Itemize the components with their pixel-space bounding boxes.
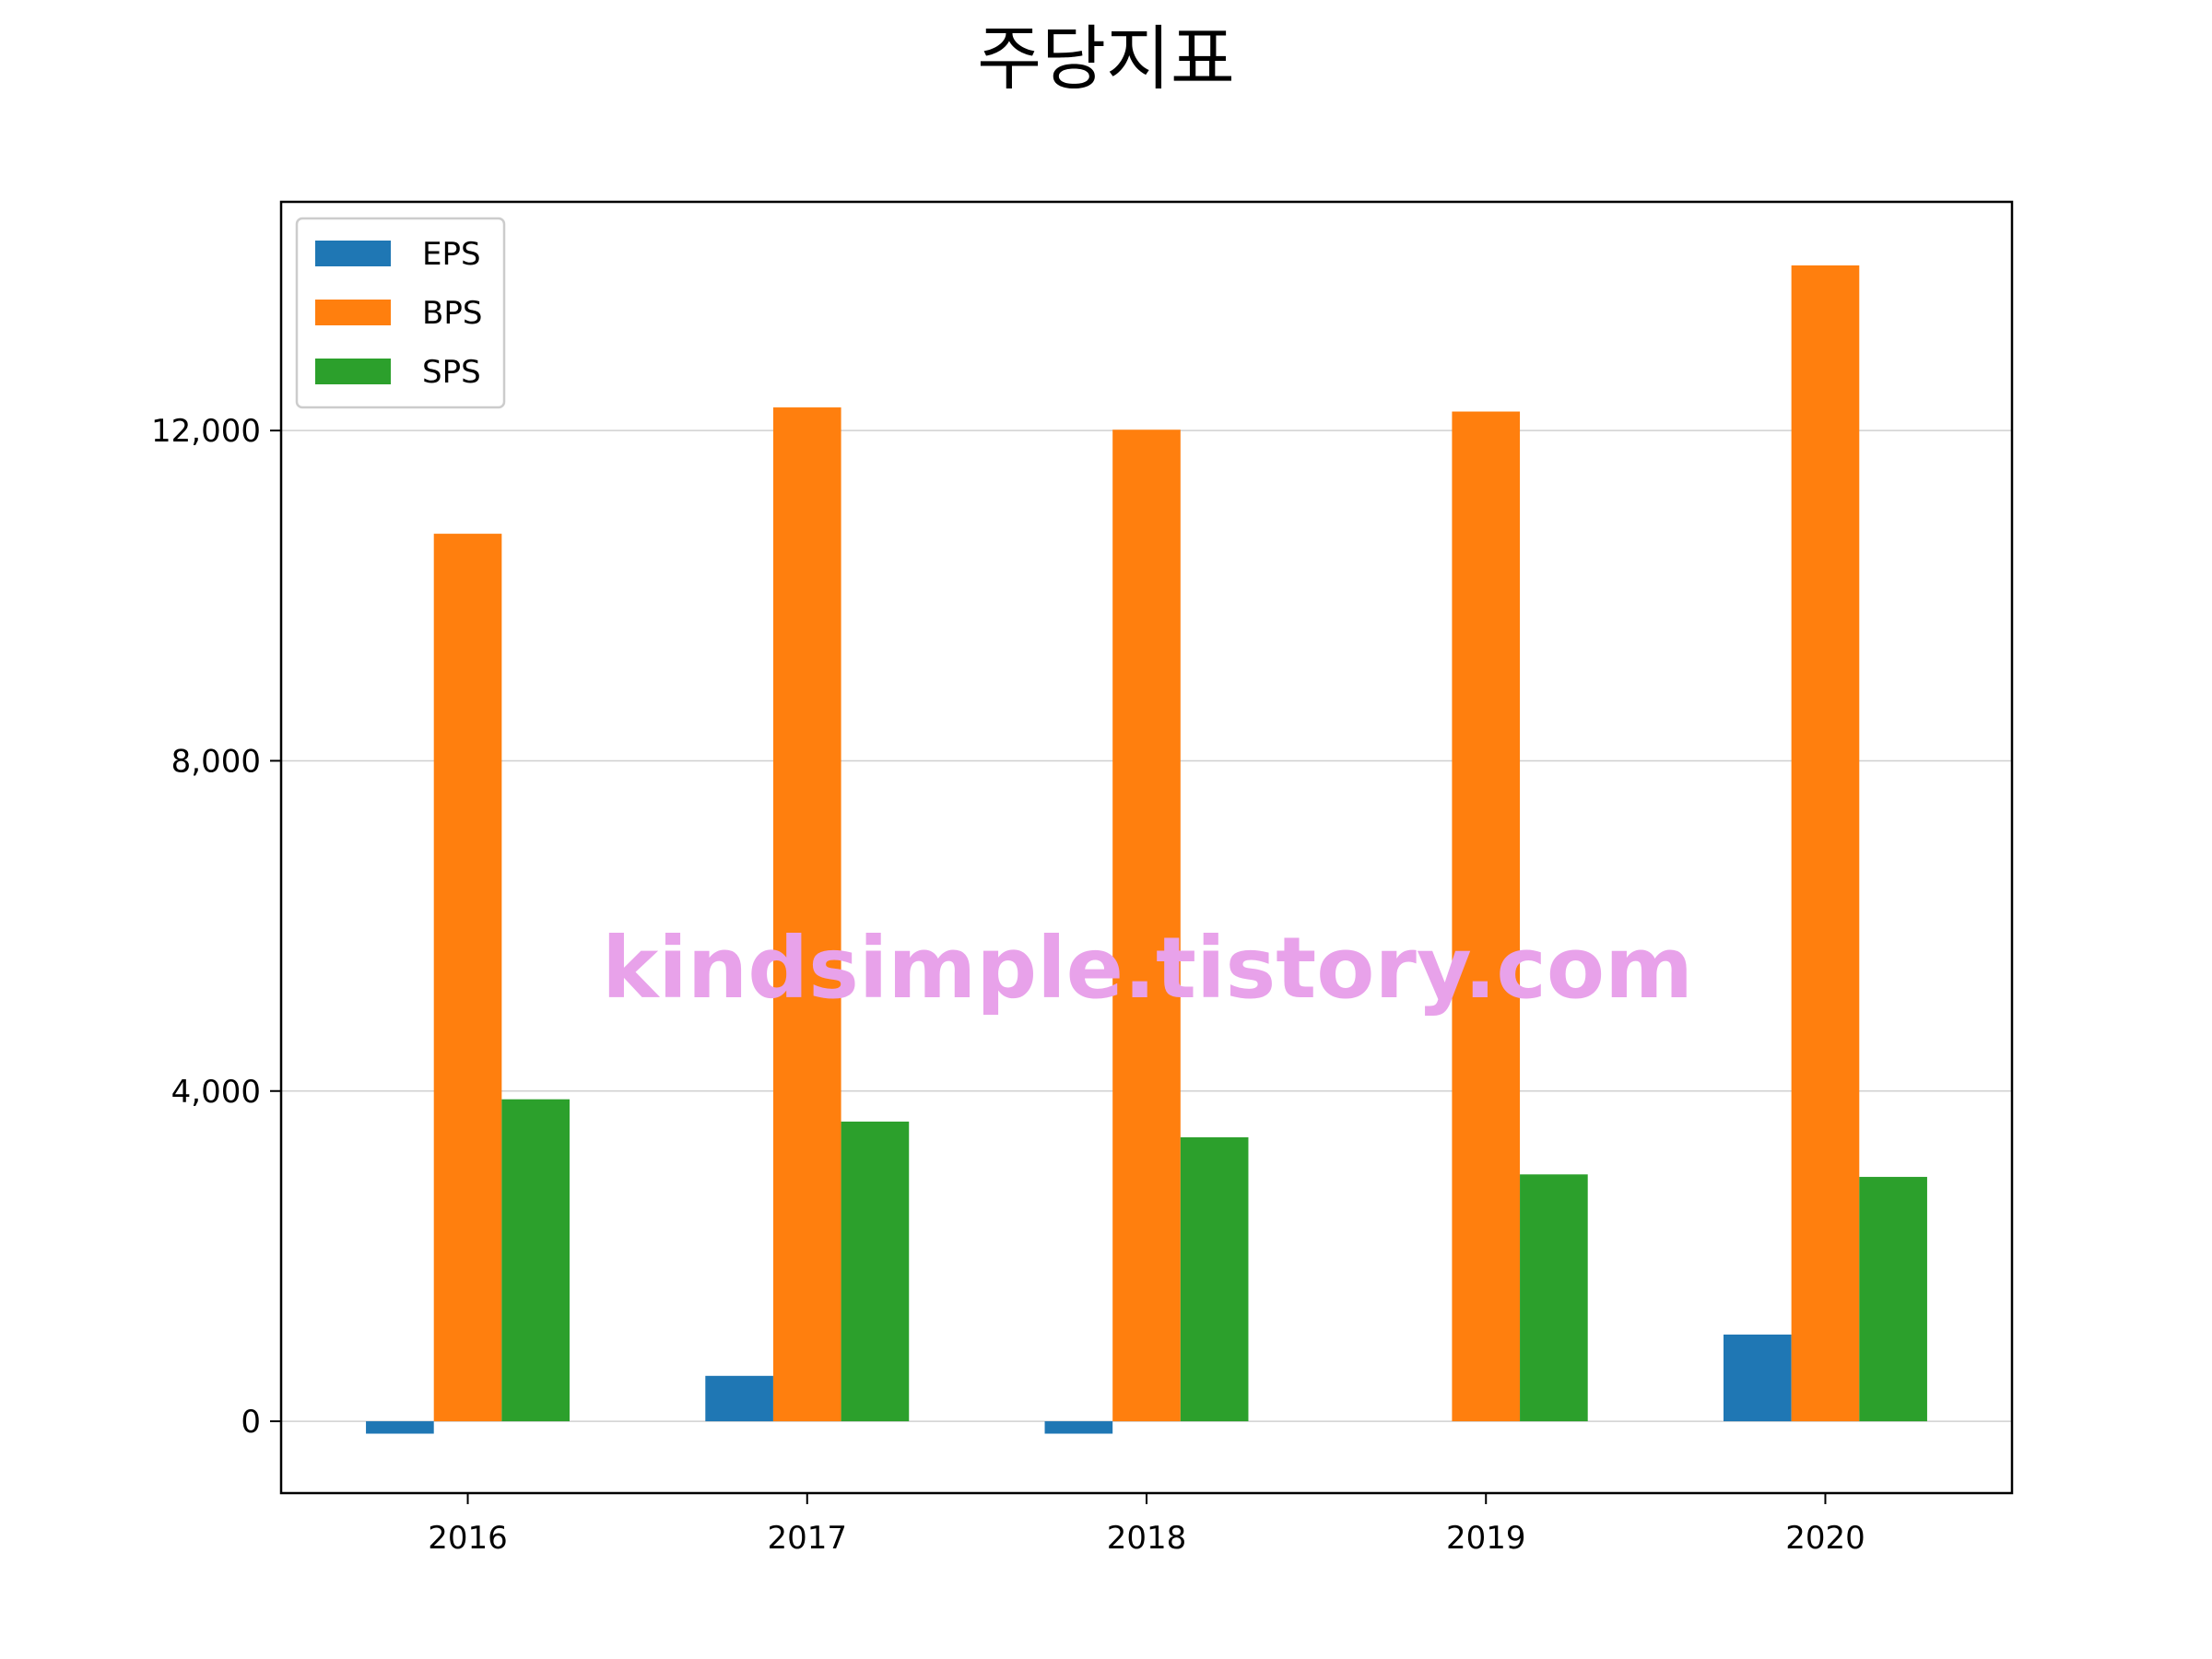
bar-bps-2018 <box>1112 429 1181 1422</box>
x-tick-label: 2020 <box>1785 1520 1865 1557</box>
bar-sps-2019 <box>1520 1174 1588 1422</box>
bar-eps-2016 <box>366 1421 434 1434</box>
bar-sps-2017 <box>841 1121 910 1422</box>
bar-eps-2017 <box>705 1375 773 1422</box>
bar-bps-2017 <box>772 407 841 1422</box>
legend-swatch-sps <box>315 359 391 384</box>
y-tick-label: 0 <box>241 1404 261 1441</box>
legend-label-bps: BPS <box>422 295 482 332</box>
bar-eps-2020 <box>1724 1335 1792 1422</box>
bar-bps-2016 <box>433 534 502 1422</box>
x-tick-label: 2019 <box>1446 1520 1526 1557</box>
x-tick-label: 2017 <box>767 1520 847 1557</box>
bar-sps-2018 <box>1180 1136 1249 1422</box>
watermark: kindsimple.tistory.com <box>602 919 1693 1018</box>
legend-swatch-bps <box>315 300 391 325</box>
y-tick-label: 4,000 <box>171 1074 261 1111</box>
bar-bps-2019 <box>1452 411 1521 1422</box>
bar-sps-2020 <box>1859 1176 1927 1422</box>
chart-title: 주당지표 <box>977 18 1235 100</box>
y-axis-ticks: 0 4,000 8,000 12,000 <box>151 413 281 1441</box>
legend: EPS BPS SPS <box>295 217 506 409</box>
legend-swatch-eps <box>315 241 391 266</box>
y-tick-label: 12,000 <box>151 413 261 450</box>
bar-eps-2018 <box>1044 1421 1113 1434</box>
x-tick-label: 2016 <box>428 1520 508 1557</box>
x-tick-label: 2018 <box>1107 1520 1187 1557</box>
plot-frame <box>279 200 2014 1495</box>
bar-bps-2020 <box>1791 265 1860 1422</box>
legend-label-sps: SPS <box>422 354 481 391</box>
x-axis-ticks: 2016 2017 2018 2019 2020 <box>428 1493 1865 1557</box>
bars <box>366 265 1927 1434</box>
y-tick-label: 8,000 <box>171 743 261 780</box>
legend-label-eps: EPS <box>422 236 481 273</box>
bar-sps-2016 <box>501 1099 570 1422</box>
